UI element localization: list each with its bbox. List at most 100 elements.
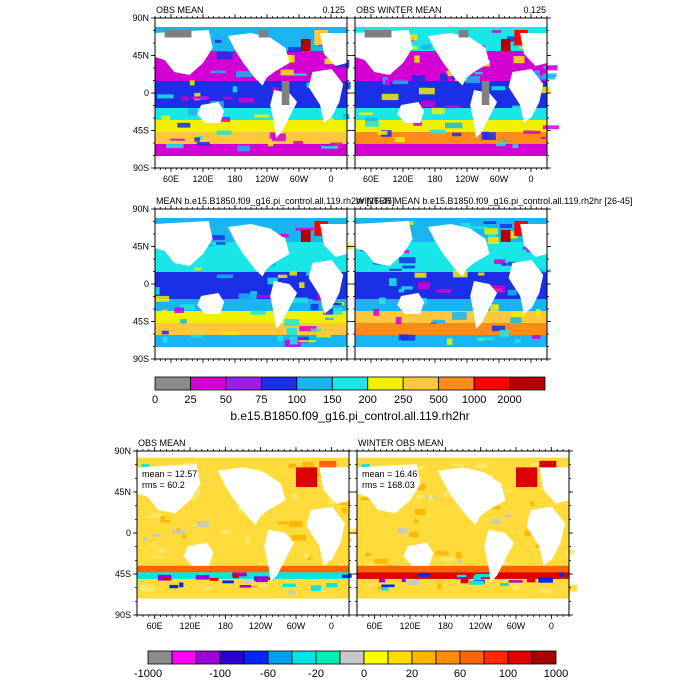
colorbar-swatch	[315, 650, 341, 665]
lat-tick-label: 45S	[133, 126, 149, 136]
colorbar-label: 100	[288, 394, 306, 406]
lon-tick-label: 120E	[392, 174, 413, 184]
lon-tick-label: 60W	[290, 174, 309, 184]
colorbar-swatch	[387, 650, 413, 665]
map-field	[155, 209, 353, 359]
lon-tick-label: 60W	[490, 174, 509, 184]
lat-tick-label: 0	[144, 279, 149, 289]
lat-tick-label: 90S	[115, 610, 131, 620]
colorbar-label: 0	[152, 394, 158, 406]
map-field	[155, 18, 351, 168]
lon-tick-label: 180	[438, 621, 453, 631]
stat-rms: rms = 60.2	[142, 480, 185, 490]
lon-tick-label: 0	[549, 621, 554, 631]
lon-tick-label: 60E	[363, 174, 379, 184]
map-panel-diff-winter-obs-mean: WINTER OBS MEAN mean = 16.46 rms = 168.0…	[353, 438, 578, 631]
colorbar-swatch	[291, 650, 317, 665]
stat-rms: rms = 168.03	[362, 480, 415, 490]
stat-mean: mean = 16.46	[362, 469, 417, 479]
colorbar-diff: -1000 -100 -60 -20 0 20 60 100 1000	[134, 650, 568, 680]
colorbar-swatch	[438, 376, 475, 391]
lon-tick-label: 60E	[163, 174, 179, 184]
colorbar-label: 25	[184, 394, 196, 406]
colorbar-depth: 0 25 50 75 100 150 200 250 500 1000 2000	[152, 376, 546, 406]
lon-tick-label: 120E	[399, 621, 420, 631]
colorbar-label: 200	[359, 394, 377, 406]
colorbar-swatch	[531, 650, 557, 665]
lon-tick-label: 120W	[455, 174, 479, 184]
lon-tick-label: 120E	[192, 174, 213, 184]
colorbar-swatch	[435, 650, 461, 665]
panel-title-left: MEAN b.e15.B1850.f09_g16.pi_control.all.…	[156, 196, 395, 206]
map-field	[357, 451, 578, 615]
map-field	[355, 18, 559, 168]
colorbar-swatch	[339, 650, 365, 665]
colorbar-swatch	[411, 650, 437, 665]
lat-tick-label: 90N	[132, 13, 149, 23]
lon-tick-label: 120E	[179, 621, 200, 631]
panel-title-right: 0.125	[322, 5, 345, 15]
lat-tick-label: 0	[126, 528, 131, 538]
colorbar-label: -60	[260, 668, 276, 680]
panel-title-left: WINTER OBS MEAN	[358, 438, 444, 448]
colorbar-label: -100	[209, 668, 231, 680]
lat-tick-label: 45N	[132, 51, 149, 61]
lon-tick-label: 120W	[255, 174, 279, 184]
colorbar-swatch	[171, 650, 197, 665]
colorbar-label: 60	[454, 668, 466, 680]
colorbar-swatch	[267, 650, 293, 665]
colorbar-swatch	[459, 650, 485, 665]
lat-tick-label: 45S	[133, 317, 149, 327]
colorbar-label: 1000	[544, 668, 568, 680]
lat-tick-label: 90N	[114, 446, 131, 456]
map-panel-diff-obs-mean: OBS MEAN mean = 12.57 rms = 60.2 90N 45N 0…	[114, 438, 359, 631]
lat-tick-label: 45S	[115, 569, 131, 579]
colorbar-label: 500	[429, 394, 447, 406]
colorbar-swatch	[147, 650, 173, 665]
lon-tick-label: 120W	[249, 621, 273, 631]
colorbar-label: 50	[220, 394, 232, 406]
colorbar-label: 0	[361, 668, 367, 680]
lon-tick-label: 0	[329, 621, 334, 631]
lon-tick-label: 60E	[367, 621, 383, 631]
colorbar-swatch	[367, 376, 404, 391]
panel-title-left: OBS MEAN	[156, 5, 204, 15]
lat-tick-label: 90N	[132, 204, 149, 214]
lon-tick-label: 180	[427, 174, 442, 184]
lon-tick-label: 60W	[507, 621, 526, 631]
lat-tick-label: 45N	[114, 487, 131, 497]
colorbar-swatch	[363, 650, 389, 665]
colorbar-swatch	[219, 650, 245, 665]
colorbar-swatch	[243, 650, 269, 665]
colorbar-swatch	[225, 376, 262, 391]
colorbar-label: 1000	[462, 394, 486, 406]
colorbar-label: 2000	[497, 394, 521, 406]
colorbar-swatch	[402, 376, 440, 391]
colorbar-label: -1000	[134, 668, 162, 680]
lon-tick-label: 0	[328, 174, 333, 184]
map-field	[355, 209, 551, 359]
colorbar-swatch	[260, 376, 298, 391]
colorbar-label: 250	[394, 394, 412, 406]
map-field	[137, 451, 359, 615]
lon-tick-label: 120W	[469, 621, 493, 631]
map-panel-obs-mean: OBS MEAN 0.125 90N 45N 0 45S 90S 60E 120E 180 12…	[132, 5, 351, 184]
colorbar-label: 100	[499, 668, 517, 680]
map-panel-model-winter-mean: WINTER MEAN b.e15.B1850.f09_g16.pi_contr…	[351, 196, 633, 363]
stat-mean: mean = 12.57	[142, 469, 197, 479]
lat-tick-label: 45N	[132, 242, 149, 252]
lon-tick-label: 0	[528, 174, 533, 184]
lon-tick-label: 60W	[287, 621, 306, 631]
panel-title-left: OBS MEAN	[138, 438, 186, 448]
lon-tick-label: 60E	[147, 621, 163, 631]
colorbar-swatch	[507, 650, 533, 665]
colorbar-title: b.e15.B1850.f09_g16.pi_control.all.119.r…	[230, 409, 469, 423]
colorbar-swatch	[296, 376, 333, 391]
colorbar-swatch	[190, 376, 227, 391]
colorbar-swatch	[154, 376, 191, 391]
lat-tick-label: 90S	[133, 163, 149, 173]
lat-tick-label: 90S	[133, 354, 149, 364]
colorbar-label: 20	[406, 668, 418, 680]
lon-tick-label: 180	[227, 174, 242, 184]
